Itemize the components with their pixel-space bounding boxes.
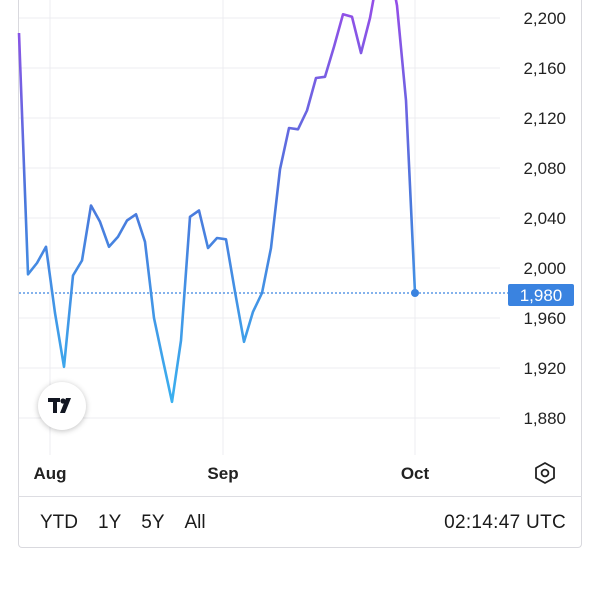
- settings-hexagon-icon[interactable]: [532, 460, 558, 486]
- last-price-dot: [411, 289, 419, 297]
- range-ytd-button[interactable]: YTD: [30, 512, 88, 534]
- y-tick-label: 2,120: [523, 109, 566, 128]
- last-price-label: 1,980: [520, 286, 563, 305]
- range-all-button[interactable]: All: [175, 512, 216, 534]
- last-price-badge: 1,980: [508, 284, 574, 306]
- y-tick-label: 2,160: [523, 59, 566, 78]
- y-tick-label: 2,040: [523, 209, 566, 228]
- x-tick-label: Oct: [401, 464, 430, 483]
- range-selector: YTD 1Y 5Y All: [30, 512, 216, 534]
- range-5y-button[interactable]: 5Y: [131, 512, 174, 534]
- price-series-line: [17, 0, 417, 404]
- y-tick-label: 2,200: [523, 9, 566, 28]
- x-tick-label: Sep: [207, 464, 238, 483]
- y-tick-label: 1,960: [523, 309, 566, 328]
- x-tick-label: Aug: [33, 464, 66, 483]
- chart-panel[interactable]: [18, 0, 582, 548]
- y-tick-label: 1,920: [523, 359, 566, 378]
- y-tick-label: 2,000: [523, 259, 566, 278]
- utc-clock[interactable]: 02:14:47 UTC: [444, 511, 566, 533]
- y-tick-label: 1,880: [523, 409, 566, 428]
- tradingview-logo-icon[interactable]: [38, 382, 86, 430]
- time-range-bar: YTD 1Y 5Y All 02:14:47 UTC: [18, 496, 582, 548]
- range-1y-button[interactable]: 1Y: [88, 512, 131, 534]
- y-tick-label: 2,080: [523, 159, 566, 178]
